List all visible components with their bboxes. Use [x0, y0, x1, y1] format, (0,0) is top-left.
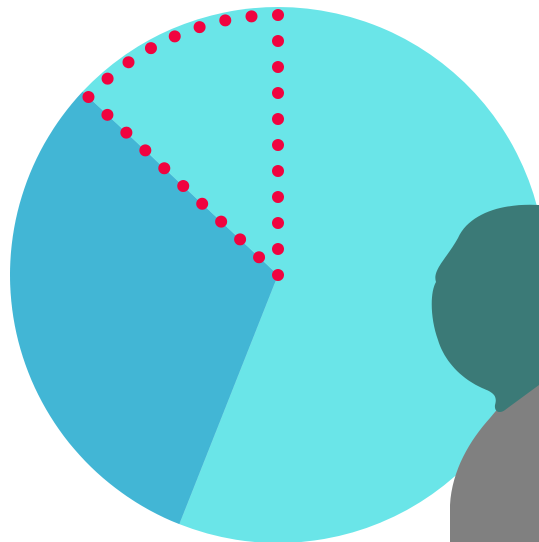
highlight-dot: [120, 126, 133, 139]
highlight-dot: [101, 108, 114, 121]
highlight-dot: [193, 21, 206, 34]
highlight-dot: [158, 162, 171, 175]
highlight-dot: [177, 180, 190, 193]
highlight-dot: [215, 215, 228, 228]
highlight-dot: [253, 251, 266, 264]
person-body-silhouette: [450, 355, 539, 542]
highlight-dot: [245, 10, 258, 23]
person-head-silhouette: [431, 204, 539, 413]
highlight-dot: [219, 14, 232, 27]
highlight-dot: [272, 113, 284, 125]
highlight-dot: [272, 139, 284, 151]
highlight-dot: [272, 9, 284, 21]
highlight-dot: [122, 56, 135, 69]
highlight-dot: [272, 35, 284, 47]
person-silhouette-icon: [431, 204, 539, 542]
pie-slice-3: [82, 7, 278, 275]
highlight-dot: [234, 233, 247, 246]
highlight-dot: [196, 197, 209, 210]
highlight-dot: [272, 87, 284, 99]
highlight-dot: [272, 269, 284, 281]
highlight-dot: [272, 243, 284, 255]
pie-slice-1: [179, 7, 539, 542]
highlight-dot: [144, 42, 157, 55]
highlight-dot: [101, 72, 114, 85]
highlight-dot: [272, 191, 284, 203]
highlight-dot: [82, 91, 95, 104]
highlight-dot: [272, 165, 284, 177]
highlight-dot: [272, 217, 284, 229]
highlight-dot: [168, 30, 181, 43]
highlighted-slice-dotted-outline: [82, 9, 284, 281]
highlight-dot: [272, 61, 284, 73]
highlight-dot: [139, 144, 152, 157]
pie-slice-2: [9, 91, 278, 525]
pie-chart: [9, 7, 539, 542]
